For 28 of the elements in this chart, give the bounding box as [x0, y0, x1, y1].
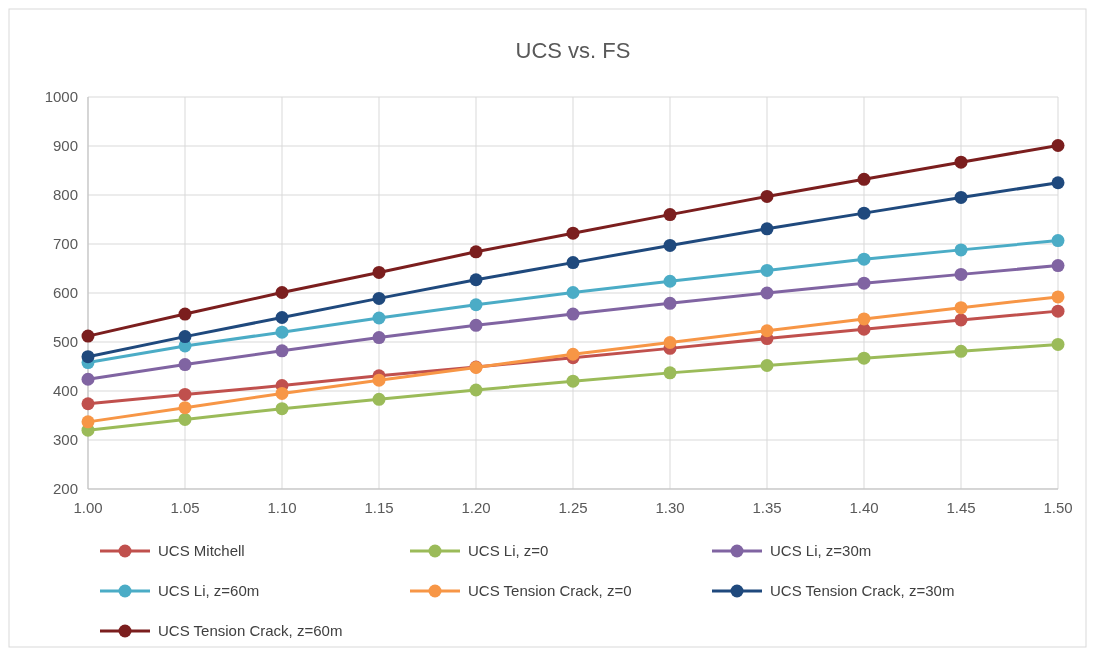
x-tick-label: 1.30 — [655, 499, 685, 516]
x-tick-label: 1.40 — [849, 499, 879, 516]
legend-label: UCS Li, z=60m — [158, 582, 260, 600]
x-tick-label: 1.00 — [73, 499, 103, 516]
x-tick-label: 1.10 — [267, 499, 297, 516]
x-tick-label: 1.20 — [461, 499, 491, 516]
y-tick-label: 600 — [52, 284, 78, 302]
y-tick-label: 400 — [52, 382, 78, 400]
y-tick-label: 500 — [52, 333, 78, 351]
y-tick-label: 1000 — [44, 88, 78, 106]
legend-label: UCS Tension Crack, z=0 — [468, 582, 632, 600]
legend-label: UCS Li, z=0 — [468, 542, 549, 560]
legend-label: UCS Tension Crack, z=30m — [770, 582, 955, 600]
y-tick-label: 200 — [52, 480, 78, 498]
y-tick-label: 700 — [52, 235, 78, 253]
x-tick-label: 1.15 — [364, 499, 394, 516]
x-tick-label: 1.35 — [752, 499, 782, 516]
legend-label: UCS Li, z=30m — [770, 542, 872, 560]
x-tick-label: 1.05 — [170, 499, 200, 516]
x-tick-label: 1.50 — [1043, 499, 1073, 516]
chart-title: UCS vs. FS — [515, 38, 631, 63]
y-tick-label: 300 — [52, 431, 78, 449]
legend-label: UCS Tension Crack, z=60m — [158, 622, 343, 640]
x-tick-label: 1.45 — [946, 499, 976, 516]
y-tick-label: 800 — [52, 186, 78, 204]
y-tick-label: 900 — [52, 137, 78, 155]
legend-label: UCS Mitchell — [158, 542, 245, 560]
x-tick-label: 1.25 — [558, 499, 588, 516]
